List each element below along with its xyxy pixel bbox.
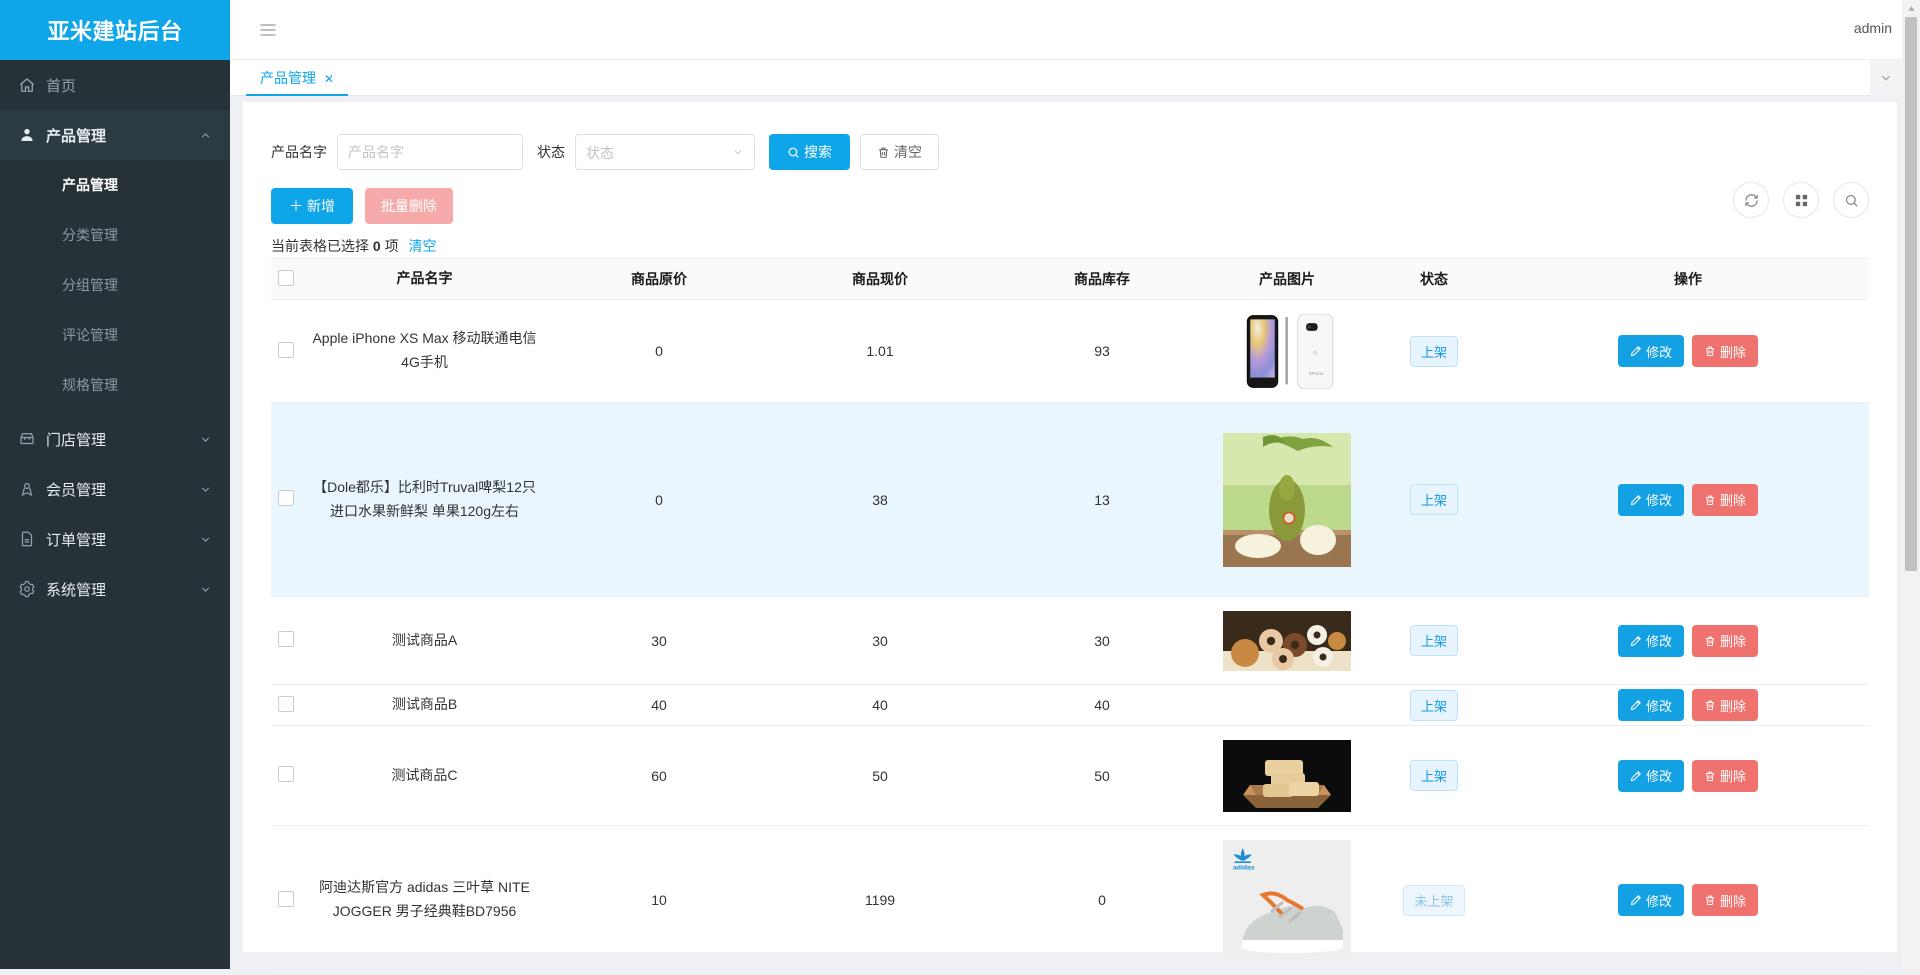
svg-text:iPhone: iPhone: [1309, 371, 1324, 376]
svg-text:adidas: adidas: [1233, 864, 1255, 871]
